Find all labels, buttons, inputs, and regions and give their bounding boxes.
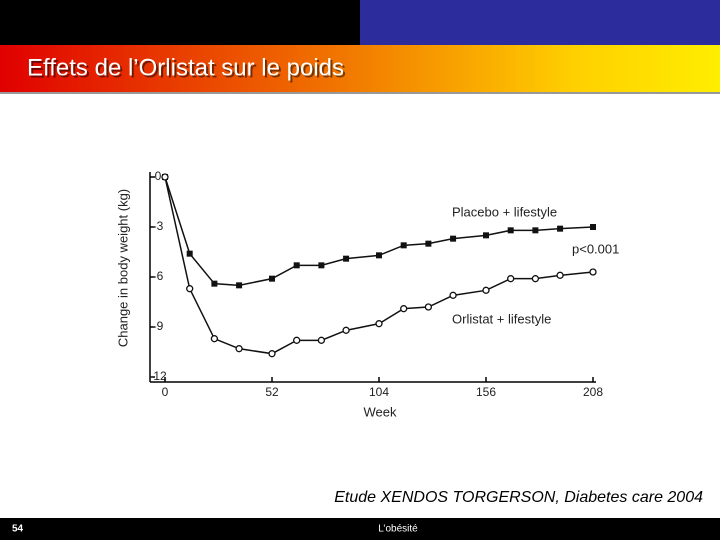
y-tick-label: -12 <box>149 369 167 383</box>
point <box>483 232 489 239</box>
y-tick-label: 0 <box>155 169 162 183</box>
title-shadow: Effets de l’Orlistat sur le poids <box>29 56 346 83</box>
point <box>449 291 457 299</box>
point <box>317 336 326 344</box>
point <box>424 303 433 311</box>
y-axis-label: Change in body weight (kg) <box>115 189 130 347</box>
point <box>425 240 432 247</box>
point <box>590 224 596 230</box>
point <box>450 235 457 242</box>
point <box>293 262 300 269</box>
series-line <box>164 176 594 287</box>
point <box>507 227 514 234</box>
point <box>400 242 407 249</box>
point <box>343 255 350 262</box>
point <box>210 335 219 343</box>
point <box>531 275 540 283</box>
x-tick-label: 0 <box>162 385 169 399</box>
x-axis-label: Week <box>364 404 397 419</box>
x-tick-label: 208 <box>583 385 603 399</box>
series-label: Placebo + lifestyle <box>452 204 557 219</box>
point <box>342 326 350 334</box>
x-tick-label: 156 <box>476 385 496 399</box>
caption: Etude XENDOS TORGERSON, Diabetes care 20… <box>334 489 703 506</box>
point <box>400 305 408 313</box>
y-tick-label: -9 <box>153 319 164 333</box>
point <box>268 350 276 358</box>
title-band <box>0 45 720 92</box>
page-number: 54 <box>12 524 24 535</box>
point <box>375 320 383 328</box>
point <box>507 275 515 283</box>
chart: 0 -3 -6 -9 -12 0 52 104 156 208 Week Change in body… <box>115 169 619 419</box>
slide-title: Effets de l’Orlistat sur le poids <box>27 54 344 81</box>
point <box>161 173 169 181</box>
point <box>557 225 564 232</box>
x-tick-label: 104 <box>369 385 389 399</box>
point <box>589 268 597 276</box>
point <box>236 282 243 289</box>
footer-bar <box>0 518 720 540</box>
top-bar-left <box>0 0 360 45</box>
top-bar-right <box>360 0 720 45</box>
point <box>293 336 301 344</box>
point <box>482 286 490 294</box>
point <box>556 271 564 279</box>
point <box>186 285 194 293</box>
title-rule <box>0 92 720 94</box>
y-tick-label: -6 <box>153 269 164 283</box>
point <box>532 227 539 234</box>
point <box>186 250 193 257</box>
x-tick-label: 52 <box>265 385 279 399</box>
footer-label: L’obésité <box>378 524 418 535</box>
y-tick-label: -3 <box>153 219 164 233</box>
point <box>211 280 218 287</box>
point <box>269 275 275 282</box>
annotation: p<0.001 <box>572 241 619 256</box>
point <box>235 345 243 353</box>
series-label: Orlistat + lifestyle <box>452 311 551 326</box>
point <box>318 262 325 269</box>
point <box>376 252 382 259</box>
